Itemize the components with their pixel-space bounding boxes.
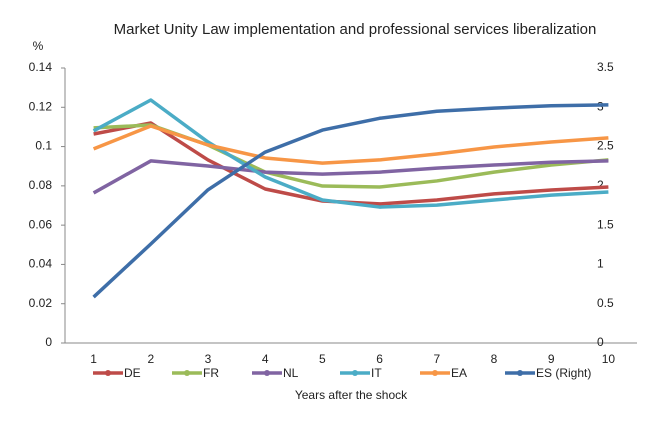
y2-tick-label: 1 <box>597 257 604 271</box>
legend-marker <box>517 370 523 376</box>
legend-marker <box>105 370 111 376</box>
x-axis-label: Years after the shock <box>295 388 408 402</box>
x-tick-label: 9 <box>548 352 555 366</box>
x-tick-label: 7 <box>433 352 440 366</box>
y2-tick-label: 3.5 <box>597 60 614 74</box>
y-tick-label: 0.08 <box>29 178 53 192</box>
y-tick-label: 0 <box>45 335 52 349</box>
x-tick-label: 6 <box>376 352 383 366</box>
y2-tick-label: 0 <box>597 335 604 349</box>
series-line <box>92 98 609 209</box>
legend-marker <box>184 370 190 376</box>
series-line <box>92 103 609 299</box>
legend-label: IT <box>371 366 382 380</box>
series-line <box>92 124 609 165</box>
y2-tick-label: 1.5 <box>597 217 614 231</box>
x-tick-label: 2 <box>147 352 154 366</box>
x-tick-label: 5 <box>319 352 326 366</box>
legend-marker <box>432 370 438 376</box>
y-tick-label: 0.12 <box>29 99 53 113</box>
x-tick-label: 4 <box>262 352 269 366</box>
y-tick-label: 0.06 <box>29 217 53 231</box>
y-tick-label: 0.04 <box>29 257 53 271</box>
y-tick-label: 0.14 <box>29 60 53 74</box>
y-tick-label: 0.02 <box>29 296 53 310</box>
series-line <box>92 159 609 195</box>
y-axis-label: % <box>33 39 44 53</box>
x-tick-label: 3 <box>205 352 212 366</box>
legend-label: EA <box>451 366 467 380</box>
chart-title: Market Unity Law implementation and prof… <box>114 21 597 38</box>
legend-label: FR <box>203 366 219 380</box>
y2-tick-label: 0.5 <box>597 296 614 310</box>
legend-label: ES (Right) <box>536 366 591 380</box>
y-tick-label: 0.1 <box>35 139 52 153</box>
y2-tick-label: 2.5 <box>597 139 614 153</box>
y2-tick-label: 2 <box>597 178 604 192</box>
x-tick-label: 1 <box>90 352 97 366</box>
legend-marker <box>264 370 270 376</box>
x-tick-label: 8 <box>491 352 498 366</box>
legend-label: NL <box>283 366 299 380</box>
legend-marker <box>352 370 358 376</box>
x-tick-label: 10 <box>602 352 616 366</box>
legend-label: DE <box>124 366 141 380</box>
